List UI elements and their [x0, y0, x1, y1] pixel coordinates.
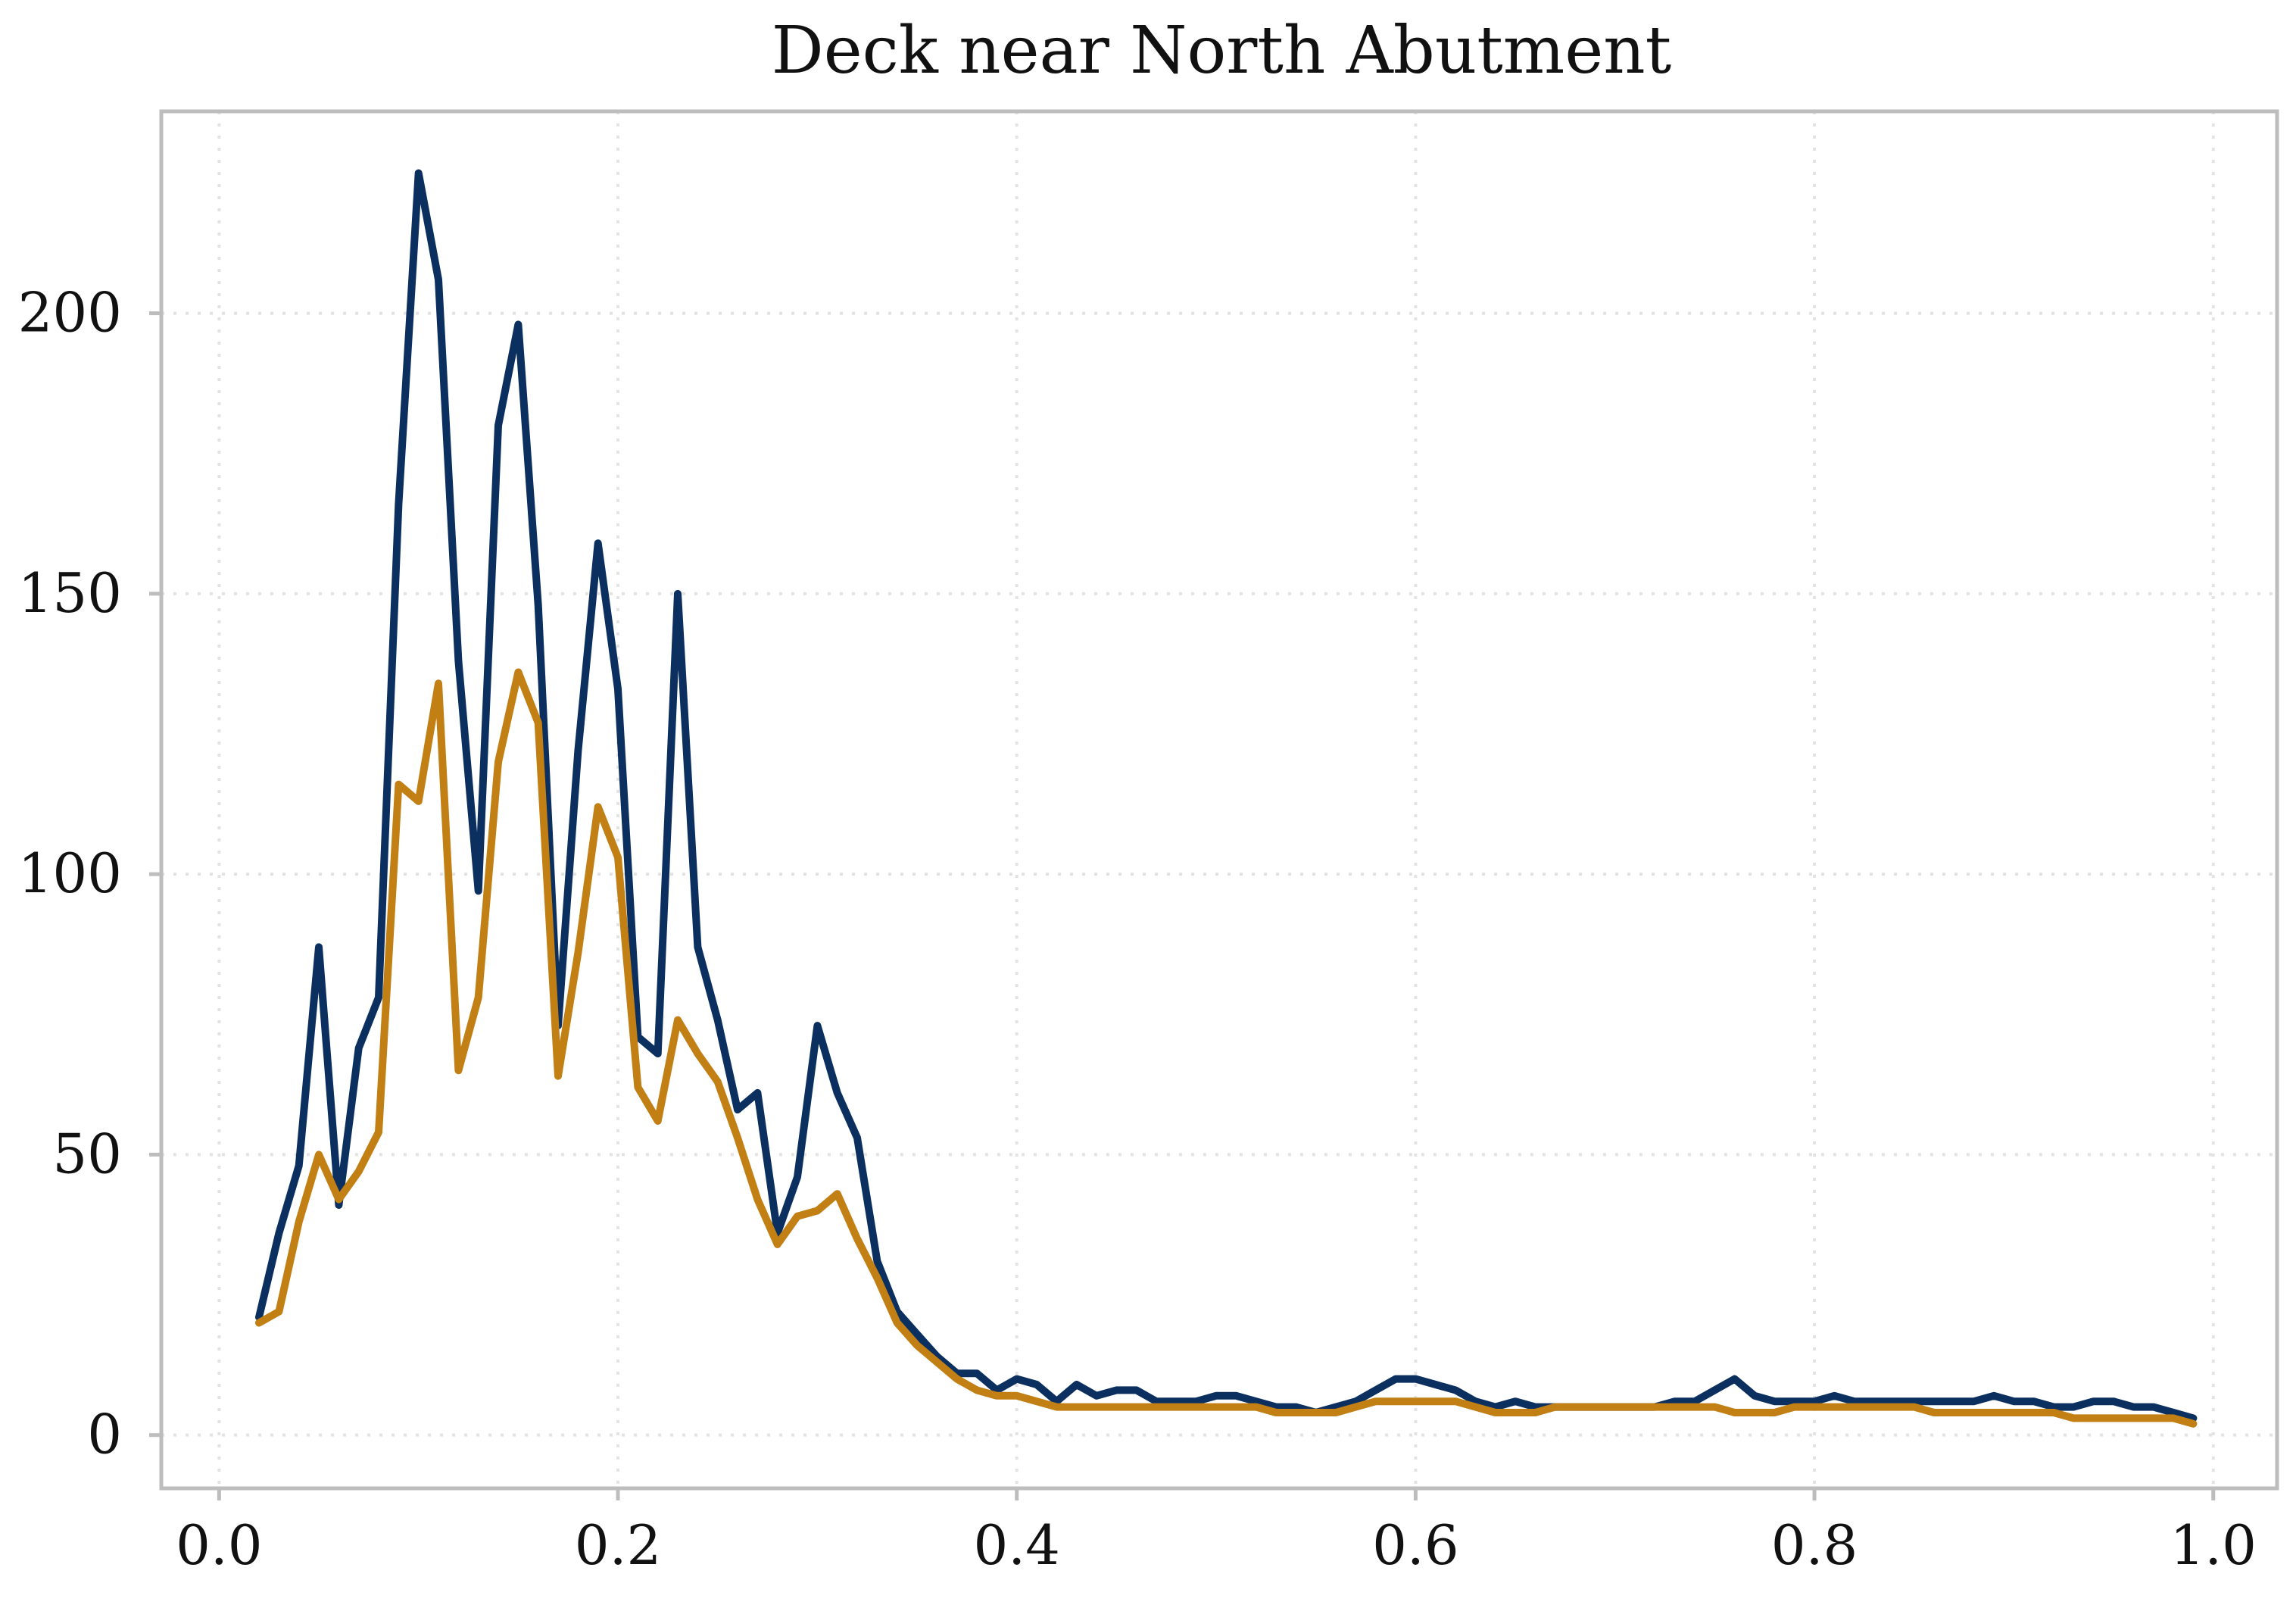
x-tick-label: 0.0	[176, 1513, 263, 1577]
y-tick-label: 50	[52, 1122, 122, 1185]
x-tick-label: 0.2	[575, 1513, 662, 1577]
axis-ticks: 0.0 0.2 0.4 0.6 0.8 1.0 0 50 100 150 200	[18, 281, 2257, 1577]
series-line-2	[255, 668, 2198, 1428]
series-line-1	[255, 169, 2198, 1422]
plot-frame	[159, 109, 2279, 1491]
x-tick-label: 0.4	[973, 1513, 1060, 1577]
x-tick-label: 1.0	[2170, 1513, 2257, 1577]
chart-title: Deck near North Abutment	[772, 13, 1671, 89]
y-tick-label: 200	[18, 281, 122, 345]
x-tick-label: 0.6	[1372, 1513, 1459, 1577]
y-tick-label: 150	[18, 561, 122, 625]
x-tick-label: 0.8	[1771, 1513, 1858, 1577]
data-series	[255, 169, 2198, 1428]
y-tick-label: 0	[87, 1403, 122, 1466]
y-tick-label: 100	[18, 841, 122, 905]
grid-lines	[161, 111, 2277, 1488]
